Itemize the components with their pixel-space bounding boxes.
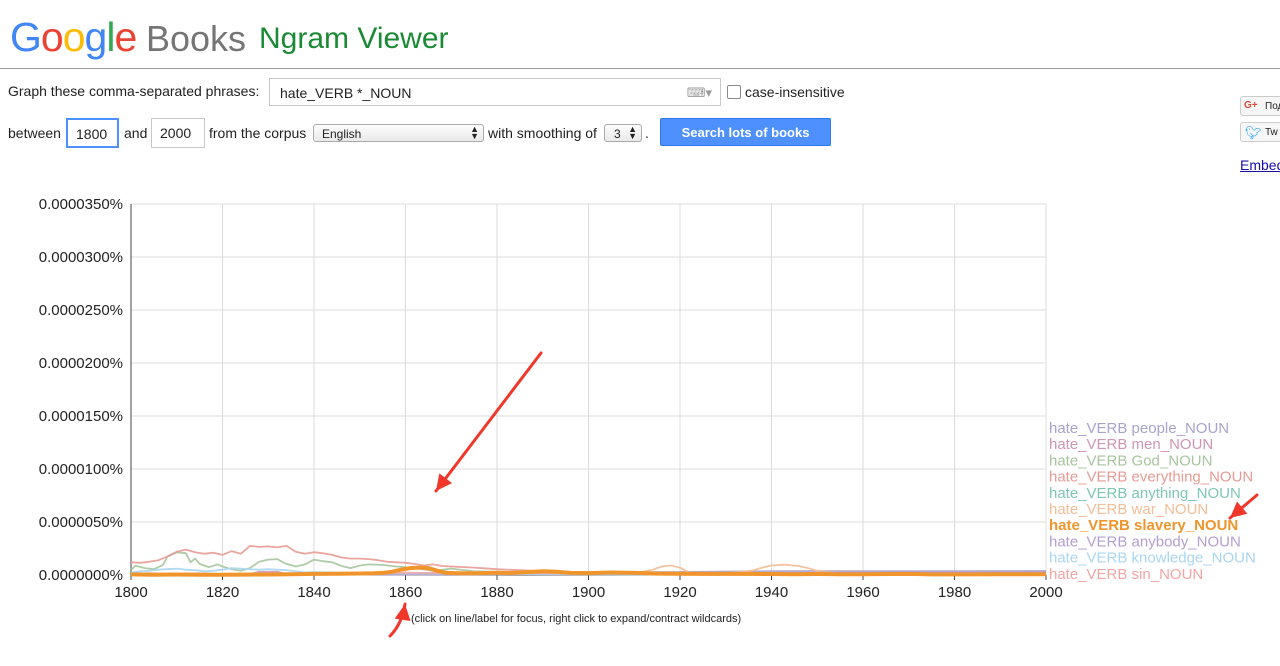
legend-entry[interactable]: hate_VERB God_NOUN (1049, 452, 1212, 469)
y-tick-label: 0.0000250% (39, 302, 123, 319)
x-tick-label: 1820 (206, 584, 239, 601)
smoothing-period: . (645, 125, 649, 141)
legend-entry[interactable]: hate_VERB men_NOUN (1049, 436, 1213, 453)
logo-letter: o (62, 14, 86, 60)
annotations (388, 351, 1259, 638)
y-tick-label: 0.0000200% (39, 355, 123, 372)
y-tick-label: 0.0000100% (39, 461, 123, 478)
arrowhead-icon (1230, 501, 1248, 518)
page-title: Ngram Viewer (259, 22, 449, 55)
y-tick-label: 0.0000300% (39, 249, 123, 266)
chart-note: (click on line/label for focus, right cl… (411, 613, 742, 625)
legend-entry[interactable]: hate_VERB war_NOUN (1049, 501, 1208, 518)
ngram-chart: 0.0000000% 0.0000050% 0.0000100% 0.0000150%… (39, 196, 1259, 638)
phrases-label: Graph these comma-separated phrases: (8, 83, 260, 99)
select-arrows-icon: ▲ ▼ (470, 124, 479, 141)
select-arrows-icon: ▲ ▼ (628, 124, 637, 141)
legend-entry[interactable]: hate_VERB anybody_NOUN (1049, 533, 1241, 550)
keyboard-icon[interactable]: ⌨▾ (686, 85, 712, 100)
annotation-arrow (434, 351, 543, 493)
end-year-input[interactable]: 2000 (151, 118, 205, 148)
logo-letter: o (40, 14, 64, 60)
y-tick-label: 0.0000050% (39, 514, 123, 531)
x-axis: 1800 1820 1840 1860 1880 1900 1920 1940 1960 1980… (114, 204, 1063, 601)
x-tick-label: 1900 (572, 584, 605, 601)
gplus-icon: G+ (1244, 100, 1258, 111)
between-label: between (8, 125, 61, 141)
series-lines[interactable] (130, 545, 1047, 577)
legend-entry[interactable]: hate_VERB anything_NOUN (1049, 485, 1241, 502)
smoothing-select[interactable]: 3 ▲ ▼ (604, 124, 642, 142)
start-year-input[interactable]: 1800 (66, 118, 119, 148)
phrases-input[interactable]: hate_VERB *_NOUN ⌨▾ (269, 78, 721, 106)
x-tick-label: 1860 (389, 584, 422, 601)
x-tick-label: 1840 (297, 584, 330, 601)
x-tick-label: 1940 (755, 584, 788, 601)
legend-entry[interactable]: hate_VERB slavery_NOUN (1049, 517, 1238, 534)
x-tick-label: 1960 (846, 584, 879, 601)
logo-letter: G (10, 14, 42, 60)
case-insensitive-checkbox[interactable] (727, 85, 741, 99)
twitter-icon: 🐦︎ (1245, 125, 1262, 140)
legend-entry[interactable]: hate_VERB knowledge_NOUN (1049, 550, 1256, 567)
logo-letter: l (106, 14, 115, 60)
x-tick-label: 1920 (663, 584, 696, 601)
series-line[interactable] (130, 565, 1047, 577)
case-insensitive-label: case-insensitive (745, 84, 845, 100)
twitter-share-label: Tw (1265, 127, 1278, 138)
corpus-label: from the corpus (209, 125, 307, 141)
arrowhead-icon (394, 604, 411, 622)
x-tick-label: 1800 (114, 584, 147, 601)
legend-entry[interactable]: hate_VERB everything_NOUN (1049, 469, 1253, 486)
logo-letter: g (84, 14, 108, 60)
twitter-share-button[interactable]: 🐦︎ Tw (1240, 122, 1280, 142)
start-year-value: 1800 (76, 126, 108, 142)
y-tick-label: 0.0000350% (39, 196, 123, 213)
corpus-select[interactable]: English ▲ ▼ (313, 124, 484, 142)
x-tick-label: 1880 (480, 584, 513, 601)
books-label: Books (146, 18, 247, 59)
search-button[interactable]: Search lots of books (660, 118, 831, 146)
x-tick-label: 1980 (938, 584, 971, 601)
and-label: and (124, 125, 148, 141)
phrases-input-value: hate_VERB *_NOUN (280, 85, 412, 101)
smoothing-label: with smoothing of (488, 125, 597, 141)
end-year-value: 2000 (160, 125, 192, 141)
gplus-share-button[interactable]: G+ Под (1240, 96, 1280, 116)
y-tick-label: 0.0000150% (39, 408, 123, 425)
y-axis: 0.0000000% 0.0000050% 0.0000100% 0.0000150%… (39, 196, 123, 584)
arrowhead-icon (436, 473, 453, 491)
google-logo: Google (10, 14, 137, 64)
corpus-select-value: English (322, 127, 362, 141)
chart-grid (130, 203, 1047, 576)
embed-link[interactable]: Embed (1240, 157, 1280, 173)
logo-letter: e (114, 14, 137, 60)
gplus-share-label: Под (1265, 101, 1280, 112)
y-tick-label: 0.0000000% (39, 567, 123, 584)
legend-entry[interactable]: hate_VERB people_NOUN (1049, 420, 1229, 437)
x-tick-label: 2000 (1029, 584, 1062, 601)
legend-entry[interactable]: hate_VERB sin_NOUN (1049, 566, 1203, 583)
header-divider (0, 68, 1280, 69)
smoothing-select-value: 3 (614, 127, 621, 141)
